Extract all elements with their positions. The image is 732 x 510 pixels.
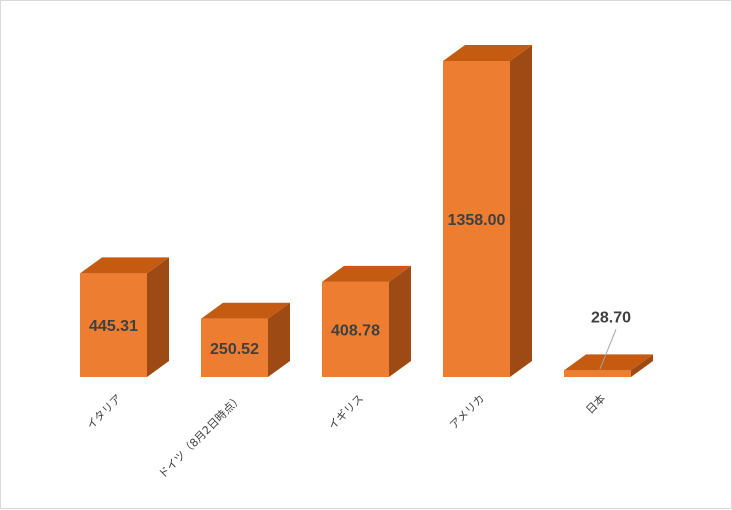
bar-1 [80,257,169,377]
bar-side [510,45,532,377]
bar-3 [322,265,411,377]
bar-top [443,45,532,61]
data-label: 408.78 [331,322,380,339]
bar-front [201,318,268,377]
bar-side [631,354,653,377]
bar-front [80,273,147,377]
data-label-leader [599,329,617,370]
bar-front [443,61,510,377]
bar-top [322,265,411,282]
category-label: イギリス [326,392,366,432]
bar-front [564,370,631,377]
category-label: 日本 [583,391,608,416]
bar-side [389,265,411,377]
bar-top [201,302,290,319]
bar-side [147,257,169,377]
bar-4 [443,45,532,377]
data-label: 250.52 [210,341,259,358]
data-label: 445.31 [89,318,138,335]
bar-side [268,302,290,377]
category-label: ドイツ（8月2日時点） [156,392,245,481]
bar-top [80,257,169,274]
category-label: アメリカ [447,392,487,432]
data-label: 1358.00 [448,212,506,229]
bar-front [322,281,389,377]
bar-2 [201,302,290,377]
bar-top [564,354,653,371]
data-label: 28.70 [591,309,631,326]
bar-5 [564,354,653,377]
category-label: イタリア [84,392,124,432]
